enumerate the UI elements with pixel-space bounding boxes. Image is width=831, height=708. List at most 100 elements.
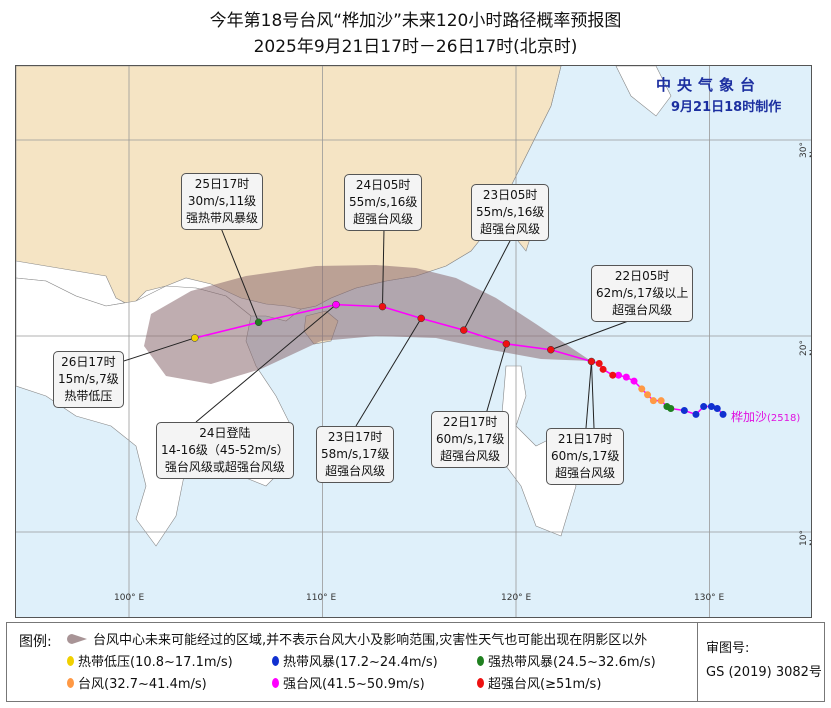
forecast-time: 24日05时 <box>355 178 411 192</box>
forecast-class: 超强台风级 <box>325 464 386 478</box>
forecast-label-box: 25日17时 30m/s,11级 强热带风暴级 <box>181 173 264 230</box>
past-track-point <box>649 397 657 405</box>
legend: 图例: 台风中心未来可能经过的区域,并不表示台风大小及影响范围,灾害性天气也可能… <box>6 622 825 702</box>
typhoon-name-label: 桦加沙(2518) <box>731 408 800 425</box>
audit-label: 审图号: <box>706 641 750 656</box>
legend-item-ts: 热带风暴(17.2~24.4m/s) <box>272 651 438 670</box>
lon-label: 110° E <box>306 593 337 603</box>
map-subtitle: 2025年9月21日17时－26日17时(北京时) <box>253 37 578 57</box>
forecast-time: 22日05时 <box>614 269 670 283</box>
issuer-name: 中央气象台 <box>656 76 762 94</box>
forecast-label-box: 22日17时 60m/s,17级 超强台风级 <box>431 411 510 468</box>
lon-label: 120° E <box>501 593 532 603</box>
forecast-wind: 62m/s,17级以上 <box>596 286 689 300</box>
forecast-class: 超强台风级 <box>480 222 541 236</box>
past-track-point <box>719 410 727 418</box>
forecast-point <box>254 318 263 327</box>
lon-label: 100° E <box>114 593 145 603</box>
forecast-class: 热带低压 <box>64 389 113 403</box>
ty-symbol-icon <box>67 677 74 688</box>
legend-item-ty: 台风(32.7~41.4m/s) <box>67 673 207 692</box>
past-track-point <box>644 391 652 399</box>
leader-line <box>585 361 592 429</box>
past-track-point <box>595 359 603 367</box>
legend-item-sts: 强热带风暴(24.5~32.6m/s) <box>477 651 656 670</box>
forecast-wind: 55m/s,16级 <box>476 205 545 219</box>
leader-line <box>220 227 260 323</box>
past-track-point <box>609 371 617 379</box>
legend-cone: 台风中心未来可能经过的区域,并不表示台风大小及影响范围,灾害性天气也可能出现在阴… <box>65 629 647 648</box>
leader-line <box>590 361 595 429</box>
forecast-point <box>417 314 425 323</box>
legend-item-label: 热带风暴(17.2~24.4m/s) <box>283 655 438 670</box>
lat-label: 10° N <box>799 530 811 546</box>
forecast-time: 21日17时 <box>557 432 613 446</box>
td-symbol-icon <box>67 655 74 666</box>
legend-item-label: 台风(32.7~41.4m/s) <box>78 677 207 692</box>
legend-item-label: 热带低压(10.8~17.1m/s) <box>78 655 233 670</box>
leader-line <box>195 304 337 423</box>
forecast-label-box: 26日17时 15m/s,7级 热带低压 <box>53 351 124 408</box>
ts-symbol-icon <box>272 655 279 666</box>
forecast-label-box: 24日05时 55m/s,16级 超强台风级 <box>344 174 423 231</box>
issue-time: 9月21日18时制作 <box>671 100 782 115</box>
leader-line <box>463 238 512 331</box>
legend-item-td: 热带低压(10.8~17.1m/s) <box>67 651 233 670</box>
past-track-point <box>657 397 665 405</box>
past-track-point <box>615 371 623 379</box>
legend-item-sty: 强台风(41.5~50.9m/s) <box>272 673 425 692</box>
past-track-point <box>680 406 688 414</box>
forecast-point <box>332 300 340 309</box>
forecast-point <box>587 357 596 366</box>
forecast-point <box>547 345 555 354</box>
forecast-class: 超强台风级 <box>440 449 501 463</box>
forecast-wind: 30m/s,11级 <box>187 194 257 208</box>
forecast-time: 23日17时 <box>327 430 383 444</box>
forecast-class: 超强台风级 <box>555 466 616 480</box>
forecast-class: 超强台风级 <box>353 212 414 226</box>
forecast-class: 超强台风级 <box>612 303 673 317</box>
lat-label: 20° N <box>799 340 811 356</box>
forecast-wind: 14-16级（45-52m/s） <box>161 443 289 457</box>
forecast-wind: 15m/s,7级 <box>58 372 119 386</box>
forecast-label-box: 22日05时 62m/s,17级以上 超强台风级 <box>591 265 694 322</box>
forecast-point <box>460 326 468 334</box>
audit-number: GS (2019) 3082号 <box>706 665 822 680</box>
typhoon-number: (2518) <box>767 413 801 424</box>
forecast-time: 24日登陆 <box>199 426 251 440</box>
sts-symbol-icon <box>477 655 484 666</box>
past-track-point <box>713 405 721 413</box>
probability-cone <box>144 265 591 384</box>
forecast-time: 26日17时 <box>61 355 116 369</box>
past-track-point <box>663 403 671 411</box>
forecast-point <box>502 340 511 348</box>
superty-symbol-icon <box>477 677 484 688</box>
legend-item-label: 强台风(41.5~50.9m/s) <box>283 677 425 692</box>
forecast-label-box: 23日05时 55m/s,16级 超强台风级 <box>471 184 550 241</box>
forecast-label-box: 23日17时 58m/s,17级 超强台风级 <box>316 426 395 483</box>
forecast-wind: 60m/s,17级 <box>551 449 620 463</box>
past-track-point <box>707 403 715 411</box>
past-track-point <box>622 373 630 381</box>
leader-line <box>381 228 385 307</box>
leader-line <box>550 319 632 351</box>
audit-info: 审图号: GS (2019) 3082号 <box>697 623 826 701</box>
forecast-time: 23日05时 <box>482 188 538 202</box>
forecast-point <box>378 302 387 311</box>
past-track-point <box>638 385 646 393</box>
forecast-wind: 55m/s,16级 <box>349 195 418 209</box>
forecast-wind: 58m/s,17级 <box>321 447 390 461</box>
sty-symbol-icon <box>272 677 279 688</box>
japan-land <box>615 66 672 117</box>
forecast-point <box>191 334 199 342</box>
forecast-label-box: 24日登陆 14-16级（45-52m/s） 强台风级或超强台风级 <box>156 422 294 479</box>
typhoon-name: 桦加沙 <box>731 410 768 424</box>
legend-cone-label: 台风中心未来可能经过的区域,并不表示台风大小及影响范围,灾害性天气也可能出现在阴… <box>93 633 648 648</box>
forecast-class: 强台风级或超强台风级 <box>164 460 285 474</box>
map-canvas <box>16 66 811 617</box>
leader-line <box>355 318 422 427</box>
cone-icon <box>67 633 87 644</box>
forecast-class: 强热带风暴级 <box>186 211 259 225</box>
legend-item-superty: 超强台风(≥51m/s) <box>477 673 601 692</box>
forecast-time: 22日17时 <box>442 415 498 429</box>
